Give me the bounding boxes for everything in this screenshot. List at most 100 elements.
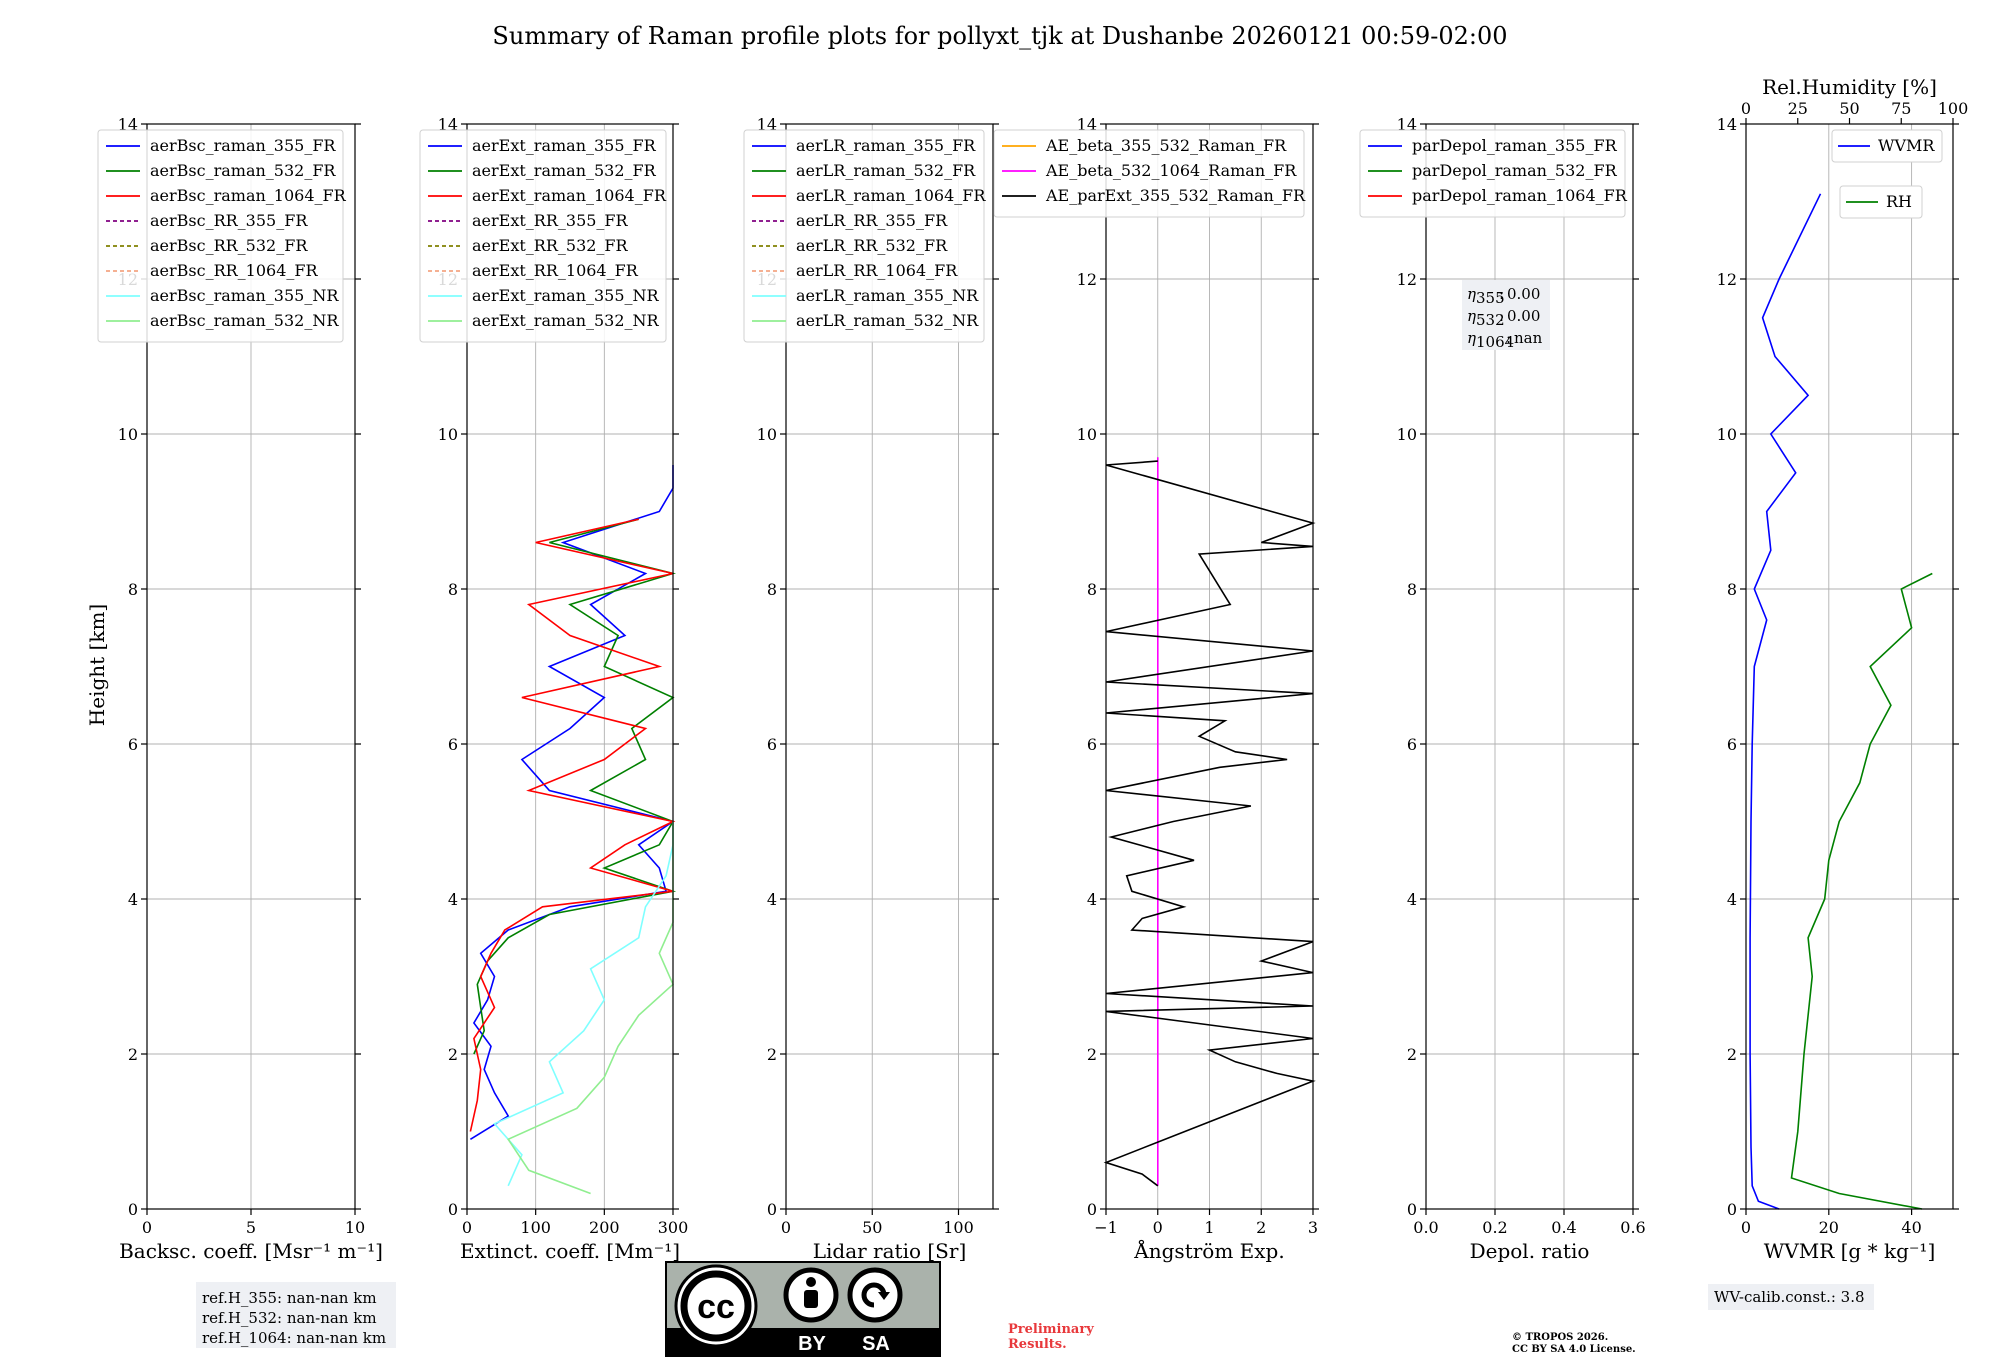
ext-axes-frame: [466, 123, 674, 1210]
dep-x-axis-label: Depol. ratio: [1470, 1239, 1590, 1263]
cc-sa-label: SA: [862, 1333, 890, 1355]
ext-ytick-label: 4: [448, 890, 458, 909]
ext-legend-label: aerExt_raman_1064_FR: [472, 186, 667, 205]
ae-ytick-label: 14: [1077, 115, 1097, 134]
ext-legend-label: aerExt_raman_355_NR: [472, 286, 660, 305]
dep-xtick-label: 0.2: [1482, 1218, 1507, 1237]
bsc-ytick-label: 10: [118, 425, 138, 444]
eta-value: 0.00: [1507, 307, 1540, 325]
rh-axis-label: Rel.Humidity [%]: [1762, 75, 1937, 99]
series-AE_parExt_355_532_Raman_FR: [1103, 460, 1316, 1187]
lr-axes-frame: [785, 123, 994, 1210]
ae-ytick-label: 12: [1077, 270, 1097, 289]
lr-legend-label: aerLR_RR_532_FR: [796, 236, 948, 255]
ext-legend-label: aerExt_raman_532_FR: [472, 161, 657, 180]
bsc-ytick-label: 14: [118, 115, 138, 134]
wv-xtick-label: 20: [1819, 1218, 1839, 1237]
dep-legend-frame: [1359, 129, 1626, 218]
panel-ext: 024681012140100200300Extinct. coeff. [Mm…: [419, 115, 688, 1263]
eta-symbol: η: [1467, 285, 1476, 303]
ae-xtick-label: 0: [1153, 1218, 1163, 1237]
svg-text:cc: cc: [697, 1288, 735, 1326]
bsc-ytick-label: 6: [128, 735, 138, 754]
eta-symbol: η: [1467, 329, 1476, 347]
ref-height-1064: ref.H_1064: nan-nan km: [202, 1329, 386, 1347]
lr-xtick-label: 50: [862, 1218, 882, 1237]
ext-xtick-label: 0: [462, 1218, 472, 1237]
eta-value: 0.00: [1507, 285, 1540, 303]
ext-legend-frame: [419, 129, 667, 343]
wv-ytick-label: 2: [1727, 1045, 1737, 1064]
ae-ytick-label: 4: [1087, 890, 1097, 909]
bsc-xtick-label: 5: [246, 1218, 256, 1237]
wvmr-legend-frame: [1831, 129, 1943, 163]
eta-box: η 355: 0.00η 532: 0.00η 1064: nan: [1462, 280, 1550, 351]
ae-ytick-label: 6: [1087, 735, 1097, 754]
series-aerExt_raman_355_NR: [493, 821, 674, 1187]
dep-xtick-label: 0.6: [1620, 1218, 1645, 1237]
ext-legend-label: aerExt_raman_355_FR: [472, 136, 657, 155]
dep-xtick-label: 0.0: [1413, 1218, 1438, 1237]
dep-ytick-label: 10: [1397, 425, 1417, 444]
lr-legend-label: aerLR_raman_532_NR: [796, 311, 979, 330]
dep-legend-label: parDepol_raman_1064_FR: [1412, 186, 1628, 205]
dep-legend-label: parDepol_raman_355_FR: [1412, 136, 1618, 155]
rh-tick-label: 25: [1788, 99, 1808, 118]
wv-axes-frame: [1745, 123, 1954, 1210]
eta-subscript: 355: [1476, 289, 1505, 307]
bsc-x-axis-label: Backsc. coeff. [Msr⁻¹ m⁻¹]: [119, 1239, 383, 1263]
lr-legend-frame: [743, 129, 985, 343]
ref-height-355: ref.H_355: nan-nan km: [202, 1289, 377, 1307]
panels: 024681012140510Backsc. coeff. [Msr⁻¹ m⁻¹…: [97, 75, 1968, 1263]
lr-xtick-label: 100: [943, 1218, 974, 1237]
bsc-legend-label: aerBsc_raman_532_FR: [150, 161, 336, 180]
ext-legend-label: aerExt_RR_355_FR: [472, 211, 629, 230]
dep-ytick-label: 14: [1397, 115, 1417, 134]
ae-legend-label: AE_beta_532_1064_Raman_FR: [1045, 161, 1297, 180]
wv-ytick-label: 0: [1727, 1200, 1737, 1219]
bsc-legend-label: aerBsc_raman_532_NR: [150, 311, 339, 330]
wv-ytick-label: 12: [1717, 270, 1737, 289]
ext-xtick-label: 100: [520, 1218, 551, 1237]
wv-xtick-label: 0: [1741, 1218, 1751, 1237]
wv-calibration-constant: WV-calib.const.: 3.8: [1714, 1288, 1865, 1306]
lr-ytick-label: 6: [767, 735, 777, 754]
wvmr-legend-label: WVMR: [1878, 136, 1935, 155]
ext-ytick-label: 14: [438, 115, 458, 134]
wv-calibration-box: WV-calib.const.: 3.8: [1708, 1284, 1874, 1310]
wv-ytick-label: 14: [1717, 115, 1737, 134]
ext-legend-label: aerExt_RR_1064_FR: [472, 261, 639, 280]
bsc-legend-frame: [97, 129, 344, 343]
series-aerExt_raman_1064_FR: [469, 518, 676, 1132]
lr-ytick-label: 4: [767, 890, 777, 909]
ae-legend-frame: [993, 129, 1305, 218]
series-RH: [1790, 572, 1933, 1210]
bsc-legend-label: aerBsc_RR_355_FR: [150, 211, 308, 230]
rh-legend: RH: [1839, 185, 1923, 219]
dep-ytick-label: 12: [1397, 270, 1417, 289]
eta-subscript: 532: [1476, 311, 1505, 329]
ae-ytick-label: 2: [1087, 1045, 1097, 1064]
cc-by-label: BY: [798, 1333, 826, 1355]
dep-ytick-label: 0: [1407, 1200, 1417, 1219]
ae-xtick-label: 1: [1204, 1218, 1214, 1237]
ae-ytick-label: 10: [1077, 425, 1097, 444]
share-alike-icon: [847, 1267, 903, 1323]
ae-x-axis-label: Ångström Exp.: [1133, 1238, 1284, 1263]
lr-legend-label: aerLR_raman_355_FR: [796, 136, 976, 155]
bsc-legend: aerBsc_raman_355_FR aerBsc_raman_532_FRae…: [97, 129, 347, 343]
ae-ytick-label: 0: [1087, 1200, 1097, 1219]
wv-ytick-label: 6: [1727, 735, 1737, 754]
eta-colon: :: [1506, 329, 1511, 347]
rh-tick-label: 0: [1741, 99, 1751, 118]
ae-xtick-label: 3: [1308, 1218, 1318, 1237]
dep-ytick-label: 2: [1407, 1045, 1417, 1064]
panel-dep: 0 2 4 6 8 10 12 14 0.0 0.2 0.4 0.6 Depol. ratio parDe…: [1359, 115, 1646, 1263]
bsc-legend-label: aerBsc_RR_1064_FR: [150, 261, 319, 280]
lr-legend-label: aerLR_raman_532_FR: [796, 161, 976, 180]
eta-box-frame: [1462, 280, 1550, 350]
ext-ytick-label: 6: [448, 735, 458, 754]
rh-legend-frame: [1839, 185, 1923, 219]
bsc-ytick-label: 0: [128, 1200, 138, 1219]
dep-ytick-label: 8: [1407, 580, 1417, 599]
